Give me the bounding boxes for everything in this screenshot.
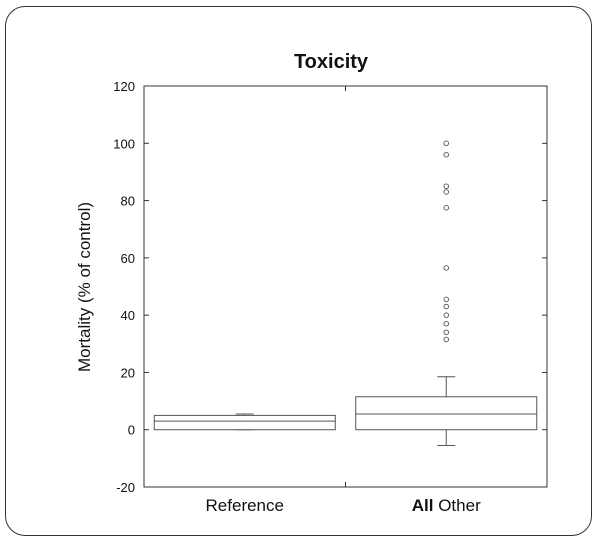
outlier-point (443, 204, 450, 211)
outlier-point (443, 320, 450, 327)
outlier-point (443, 140, 450, 147)
x-category-label-text: Reference (206, 496, 284, 515)
y-tick-label: 100 (113, 136, 135, 151)
box-iqr (153, 414, 336, 431)
y-tick-label: 0 (128, 423, 135, 438)
outlier-point (443, 303, 450, 310)
y-tick-label: 80 (121, 194, 135, 209)
y-tick-label: 20 (121, 365, 135, 380)
y-axis-label: Mortality (% of control) (75, 202, 94, 372)
outlier-point (443, 329, 450, 336)
x-category-label-bold: All (412, 496, 434, 515)
x-category-label: Reference (206, 496, 284, 515)
outlier-point (443, 151, 450, 158)
outlier-point (443, 336, 450, 343)
chart-frame (5, 6, 592, 536)
y-tick-label: -20 (116, 480, 135, 495)
chart-title: Toxicity (294, 51, 369, 73)
x-category-label-text: Other (433, 496, 481, 515)
outlier-point (443, 265, 450, 271)
outlier-point (443, 183, 450, 189)
box-iqr (355, 396, 538, 431)
y-tick-label: 40 (121, 308, 135, 323)
y-tick-label: 120 (113, 79, 135, 94)
box-group (153, 413, 336, 431)
box-group (355, 140, 538, 446)
y-tick-label: 60 (121, 251, 135, 266)
outlier-point (443, 312, 450, 318)
outlier-point (443, 189, 450, 195)
x-category-label: All Other (412, 496, 481, 515)
outlier-point (443, 296, 450, 303)
